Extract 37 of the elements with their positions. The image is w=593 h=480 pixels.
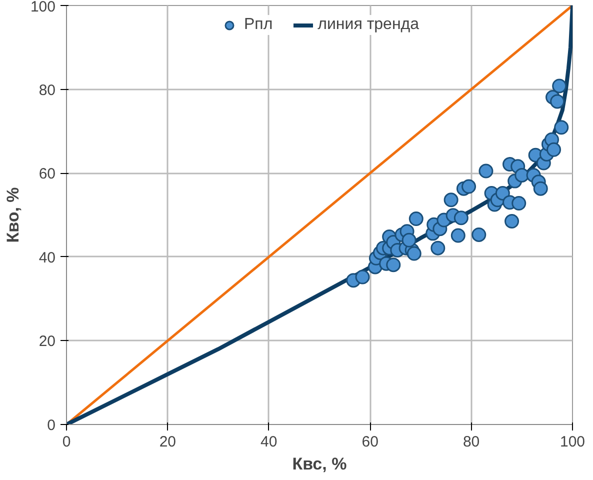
point	[355, 270, 370, 284]
y-tick-label: 40	[38, 249, 56, 266]
x-axis-title: Квс, %	[292, 454, 347, 474]
point	[552, 78, 567, 94]
point	[472, 227, 486, 242]
legend-label: линия тренда	[318, 16, 420, 34]
point	[444, 192, 458, 208]
y-axis-title: Кво, %	[3, 187, 22, 243]
y-tick-label: 80	[38, 82, 56, 99]
point	[406, 246, 422, 261]
point	[512, 196, 526, 211]
x-tick-label: 40	[260, 434, 278, 450]
point	[533, 181, 548, 196]
point	[462, 179, 476, 194]
point	[495, 186, 510, 200]
point	[450, 228, 466, 243]
point	[504, 214, 520, 229]
point	[386, 258, 401, 272]
x-tick-label: 0	[62, 434, 71, 450]
point	[546, 142, 562, 157]
point	[478, 164, 494, 178]
point	[408, 212, 424, 226]
point	[430, 240, 446, 256]
point	[550, 94, 565, 109]
legend-label: Рпл	[244, 16, 273, 34]
x-tick-label: 100	[560, 434, 586, 450]
point	[514, 168, 530, 182]
y-tick-label: 100	[30, 0, 56, 16]
x-tick-label: 60	[362, 434, 378, 450]
point	[454, 210, 468, 226]
y-tick-label: 0	[47, 417, 56, 434]
point	[402, 232, 416, 248]
x-tick-label: 20	[159, 434, 176, 450]
x-tick-label: 80	[462, 434, 480, 450]
y-tick-label: 60	[38, 166, 56, 183]
point	[554, 120, 569, 135]
y-tick-label: 20	[38, 333, 56, 350]
